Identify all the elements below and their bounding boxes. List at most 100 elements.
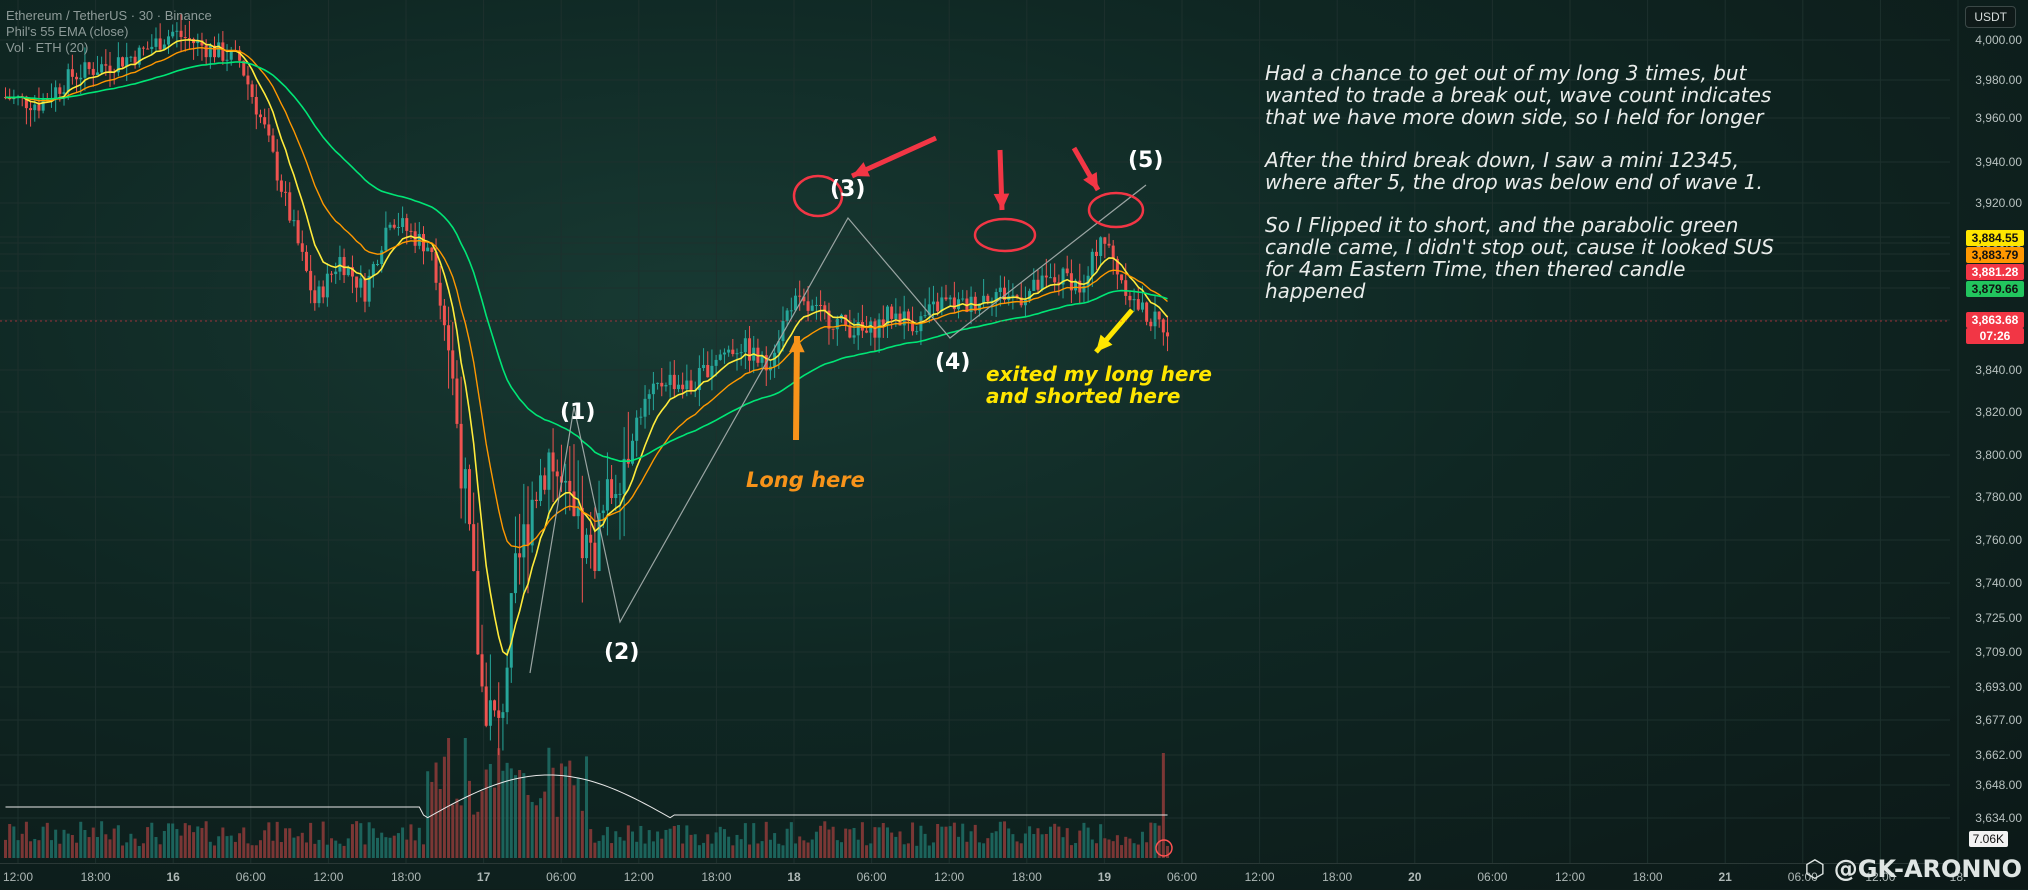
candle-body xyxy=(1003,287,1007,300)
time-axis-label: 06:00 xyxy=(235,870,266,884)
volume-bar xyxy=(217,836,221,858)
time-axis-label: 18 xyxy=(787,870,801,884)
time-axis-label: 12:00 xyxy=(1244,870,1275,884)
candle-body xyxy=(526,524,530,546)
candle-body xyxy=(54,87,58,99)
volume-bar xyxy=(33,838,37,858)
candle-body xyxy=(87,62,91,69)
candle-body xyxy=(459,423,463,489)
volume-bar xyxy=(309,822,313,858)
candle-body xyxy=(1115,258,1119,275)
candle-body xyxy=(877,319,881,338)
volume-bar xyxy=(931,842,935,858)
candle-body xyxy=(927,304,931,316)
volume-ma-line xyxy=(5,774,1168,819)
candle-body xyxy=(376,264,380,266)
candle-body xyxy=(936,301,940,312)
volume-bar xyxy=(948,826,952,858)
volume-bar xyxy=(823,821,827,858)
time-axis-label: 16 xyxy=(166,870,180,884)
price-axis-label: 3,960.00 xyxy=(1975,111,2022,125)
candle-body xyxy=(534,499,538,501)
volume-bar xyxy=(1011,834,1015,858)
candle-body xyxy=(279,180,283,192)
candle-body xyxy=(371,264,375,276)
candle-body xyxy=(760,355,764,363)
volume-bar xyxy=(1149,822,1153,858)
candle-body xyxy=(447,325,451,351)
volume-bar xyxy=(1161,753,1165,858)
legend-volume[interactable]: Vol · ETH (20) xyxy=(6,40,89,55)
volume-bars xyxy=(4,738,1170,858)
volume-bar xyxy=(438,789,442,858)
volume-bar xyxy=(539,798,543,858)
price-axis-label: 3,800.00 xyxy=(1975,448,2022,462)
candle-body xyxy=(91,68,95,75)
volume-bar xyxy=(1140,831,1144,858)
volume-bar xyxy=(994,831,998,858)
time-axis[interactable]: 12:00 18:00 16 06:00 12:00 18:00 17 06:00 12:00 1… xyxy=(0,863,1966,890)
candle-body xyxy=(547,452,551,490)
candle-body xyxy=(24,96,28,109)
volume-bar xyxy=(860,822,864,858)
volume-bar xyxy=(827,829,831,858)
volume-bar xyxy=(1107,839,1111,858)
volume-bar xyxy=(171,823,175,858)
volume-bar xyxy=(806,842,810,858)
currency-badge[interactable]: USDT xyxy=(1965,6,2016,28)
candle-body xyxy=(292,220,296,222)
candle-body xyxy=(986,295,990,302)
volume-bar xyxy=(735,834,739,858)
candle-body xyxy=(589,534,593,543)
volume-bar xyxy=(133,838,137,858)
candle-body xyxy=(647,394,651,399)
candle-body xyxy=(798,295,802,297)
candle-body xyxy=(426,247,430,252)
candle-body xyxy=(472,524,476,572)
candle-body xyxy=(1040,275,1044,290)
candle-body xyxy=(238,50,242,61)
time-axis-label: 06:00 xyxy=(546,870,577,884)
candle-body xyxy=(438,282,442,306)
candle-body xyxy=(388,224,392,228)
candle-body xyxy=(977,303,981,311)
candle-body xyxy=(802,296,806,302)
volume-bar xyxy=(304,842,308,858)
candle-body xyxy=(806,301,810,311)
candle-body xyxy=(196,40,200,44)
candle-body xyxy=(539,475,543,501)
candle-body xyxy=(1011,295,1015,297)
volume-bar xyxy=(359,823,363,858)
candle-body xyxy=(852,335,856,338)
candle-body xyxy=(41,99,45,111)
volume-bar xyxy=(150,822,154,858)
volume-bar xyxy=(58,843,62,858)
volume-bar xyxy=(401,827,405,858)
ema-lines xyxy=(5,38,1169,819)
legend-symbol[interactable]: Ethereum / TetherUS · 30 · Binance xyxy=(6,8,212,23)
volume-bar xyxy=(321,821,325,858)
volume-bar xyxy=(781,845,785,858)
candle-body xyxy=(325,273,329,298)
volume-bar xyxy=(727,836,731,858)
candle-body xyxy=(1023,299,1027,306)
volume-bar xyxy=(982,843,986,858)
candle-body xyxy=(1015,295,1019,298)
candle-body xyxy=(37,104,41,111)
candle-body xyxy=(463,469,467,489)
candle-body xyxy=(890,306,894,319)
legend-ema[interactable]: Phil's 55 EMA (close) xyxy=(6,24,129,39)
volume-bar xyxy=(773,833,777,858)
volume-bar xyxy=(534,805,538,858)
candle-body xyxy=(213,45,216,58)
candle-body xyxy=(509,593,513,668)
volume-bar xyxy=(54,829,58,858)
volume-bar xyxy=(1103,838,1107,858)
candle-body xyxy=(271,135,275,152)
volume-bar xyxy=(660,838,664,858)
candle-body xyxy=(676,384,680,390)
volume-bar xyxy=(41,826,45,858)
volume-bar xyxy=(831,826,835,858)
